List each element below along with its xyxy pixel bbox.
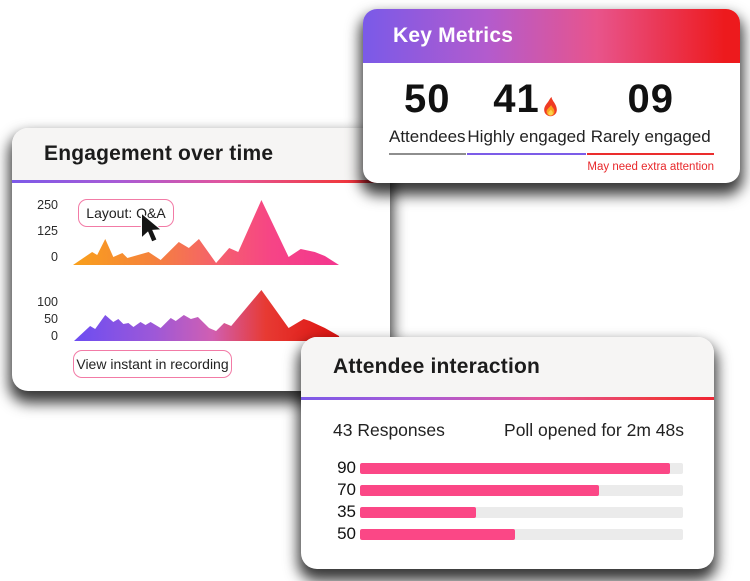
poll-bar-row: 35 [301,501,714,523]
y-tick: 125 [37,224,58,238]
attendee-interaction-card: Attendee interaction 43 Responses Poll o… [301,337,714,569]
metric-highly-engaged: 41 Highly engaged [467,79,586,155]
poll-bar-track [360,528,683,540]
y-tick: 0 [51,250,58,264]
gradient-divider [12,180,390,183]
engagement-over-time-card: Engagement over time 250 125 0 Layout: Q… [12,128,390,391]
y-tick: 0 [51,329,58,343]
key-metrics-card: Key Metrics 50 Attendees 41 Highly engag… [363,9,740,183]
y-tick: 250 [37,198,58,212]
poll-meta-row: 43 Responses Poll opened for 2m 48s [301,400,714,441]
poll-bar-track [360,462,683,474]
area-series [73,200,339,265]
engagement-area-chart-upper [73,200,339,265]
poll-bar-chart: 90 70 35 50 [301,457,714,545]
poll-bar-fill [360,484,600,496]
y-tick: 100 [37,295,58,309]
area-series [74,290,340,341]
highly-engaged-label: Highly engaged [467,127,586,155]
poll-bar-fill [360,462,671,474]
key-metrics-title: Key Metrics [393,24,514,47]
poll-bar-label: 90 [337,458,356,477]
rarely-engaged-number: 09 [627,77,674,121]
poll-bar-fill [360,528,516,540]
attendees-number: 50 [404,77,451,121]
attendees-label: Attendees [389,127,466,155]
poll-bar-track [360,506,683,518]
attendee-card-title: Attendee interaction [333,355,541,378]
attendee-card-header: Attendee interaction [301,337,714,397]
poll-bar-track [360,484,683,496]
rarely-engaged-count: 09 [587,79,714,119]
chart2-y-axis: 100 50 0 [34,294,58,344]
poll-bar-label: 70 [337,480,356,499]
engagement-card-header: Engagement over time [12,128,390,180]
highly-engaged-count: 41 [467,79,585,119]
rarely-engaged-note: May need extra attention [587,161,714,173]
view-instant-label: View instant in recording [76,356,229,372]
metric-rarely-engaged: 09 Rarely engaged May need extra attenti… [587,79,714,173]
poll-bar-fill [360,506,477,518]
poll-bar-row: 50 [301,523,714,545]
chart1-y-axis: 250 125 0 [34,197,58,265]
poll-bar-label: 35 [337,502,356,521]
engagement-area-chart-lower [74,290,340,341]
poll-open-duration: Poll opened for 2m 48s [504,420,684,440]
metric-attendees: 50 Attendees [389,79,466,155]
highly-engaged-number: 41 [493,77,540,121]
poll-bar-row: 70 [301,479,714,501]
gradient-divider [301,397,714,400]
fire-icon [543,96,557,117]
poll-bar-row: 90 [301,457,714,479]
engagement-card-title: Engagement over time [44,142,274,165]
mouse-cursor-icon [140,212,163,243]
metrics-row: 50 Attendees 41 Highly engaged 09 Rarely… [363,63,740,173]
poll-bar-label: 50 [337,524,356,543]
y-tick: 50 [44,312,58,326]
view-instant-in-recording-button[interactable]: View instant in recording [73,350,232,378]
attendees-count: 50 [389,79,466,119]
responses-count: 43 Responses [333,420,445,440]
key-metrics-header: Key Metrics [363,9,740,63]
rarely-engaged-label: Rarely engaged [587,127,714,155]
layout-tooltip: Layout: Q&A [78,199,174,227]
